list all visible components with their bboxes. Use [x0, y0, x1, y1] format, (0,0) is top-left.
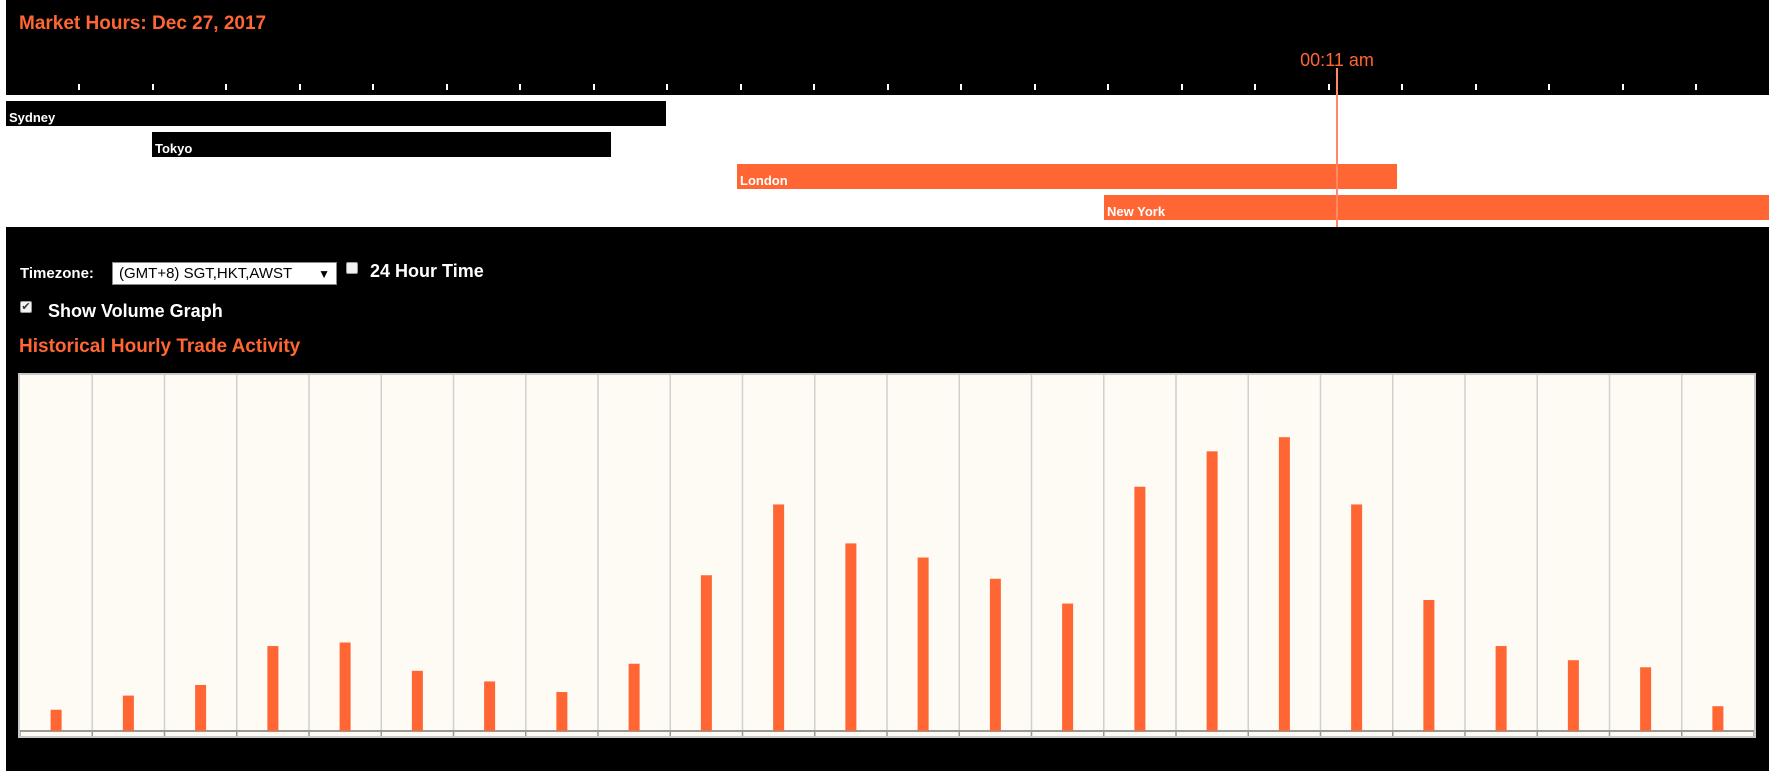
volume-bar: [1134, 486, 1146, 731]
volume-bar: [484, 681, 496, 731]
ruler-tick: [225, 84, 227, 90]
dropdown-arrow-icon: ▼: [318, 267, 330, 281]
market-bar-sydney: Sydney: [6, 101, 666, 126]
ruler-tick: [1621, 84, 1624, 90]
current-time-line: [1336, 68, 1338, 227]
ruler-tick: [1254, 84, 1256, 90]
timezone-select[interactable]: (GMT+8) SGT,HKT,AWST ▼: [112, 262, 337, 285]
hour24-label: 24 Hour Time: [370, 261, 484, 281]
volume-bar: [1062, 603, 1074, 731]
volume-bar: [1567, 660, 1579, 731]
volume-bar: [195, 684, 207, 731]
volume-chart-title: Historical Hourly Trade Activity: [19, 336, 301, 357]
market-bar-new-york: New York: [1104, 195, 1769, 220]
market-bar-london: London: [737, 164, 1397, 189]
volume-chart: [18, 373, 1756, 738]
volume-bar: [1640, 667, 1652, 731]
volume-bar: [122, 695, 134, 731]
volume-bar: [1278, 437, 1290, 731]
ruler-tick: [739, 84, 742, 90]
volume-bar: [1206, 451, 1218, 731]
page-title: Market Hours: Dec 27, 2017: [19, 13, 267, 34]
ruler-tick: [151, 84, 154, 90]
volume-bar: [700, 575, 712, 731]
volume-bar: [989, 578, 1001, 731]
volume-bar: [1495, 646, 1507, 731]
volume-bar: [411, 670, 423, 731]
current-time-label: 00:11 am: [1300, 50, 1374, 70]
ruler-tick: [666, 84, 668, 90]
volume-bar: [917, 557, 929, 731]
ruler-tick: [1474, 84, 1477, 90]
ruler-tick: [1180, 84, 1183, 90]
volume-bar: [339, 642, 351, 731]
ruler-tick: [886, 84, 889, 90]
ruler-tick: [592, 84, 595, 90]
ruler-tick: [372, 84, 374, 90]
ruler-tick: [445, 84, 448, 90]
market-bar-tokyo: Tokyo: [152, 132, 611, 157]
timezone-label: Timezone:: [20, 265, 94, 282]
volume-bar: [1712, 706, 1724, 731]
volume-bar: [556, 692, 568, 731]
timezone-value: (GMT+8) SGT,HKT,AWST: [119, 265, 293, 282]
volume-bar: [1351, 504, 1363, 731]
volume-bar: [845, 543, 857, 731]
ruler-tick: [298, 84, 301, 90]
volume-chart-svg: [20, 375, 1754, 736]
volume-bar: [628, 663, 640, 731]
ruler-tick: [1033, 84, 1036, 90]
ruler-tick: [519, 84, 521, 90]
ruler-tick: [1695, 84, 1697, 90]
ruler-tick: [1107, 84, 1109, 90]
volume-bar: [773, 504, 785, 731]
ruler-tick: [960, 84, 962, 90]
hour24-checkbox[interactable]: [346, 262, 358, 274]
ruler-tick: [1327, 84, 1330, 90]
volume-graph-label: Show Volume Graph: [48, 301, 223, 321]
ruler-tick: [1401, 84, 1403, 90]
ruler-tick: [813, 84, 815, 90]
ruler-tick: [1548, 84, 1550, 90]
volume-bar: [267, 646, 279, 731]
market-hours-widget: Market Hours: Dec 27, 2017 00:11 am Sydn…: [6, 0, 1769, 771]
volume-bar: [1423, 600, 1435, 731]
volume-bar: [50, 709, 62, 731]
market-sessions: Sydney Tokyo London New York: [6, 95, 1769, 227]
volume-graph-checkbox[interactable]: ✔: [20, 301, 32, 313]
ruler-tick: [78, 84, 80, 90]
